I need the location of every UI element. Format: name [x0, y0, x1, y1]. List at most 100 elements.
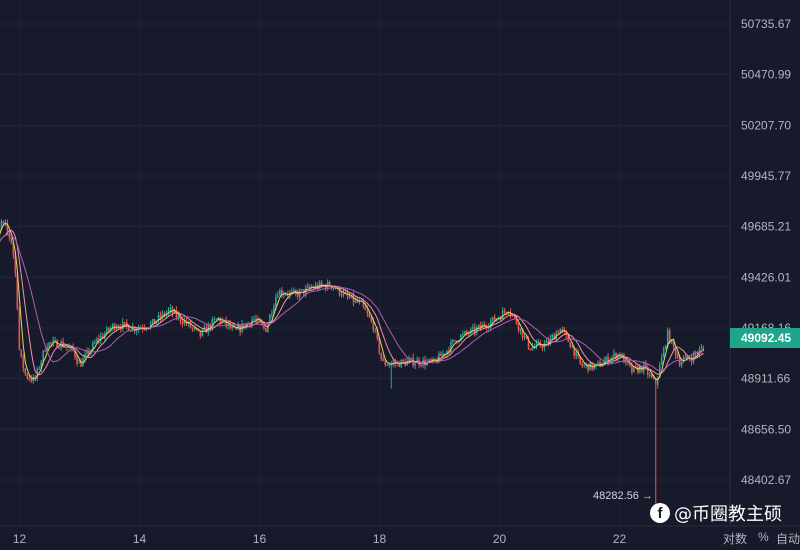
candle-body [121, 322, 124, 330]
candle-body [583, 364, 585, 366]
candle-body [392, 362, 395, 364]
candle-body [438, 353, 440, 363]
candle-body [42, 350, 44, 362]
candle-body [491, 317, 494, 322]
candle-body [664, 345, 667, 348]
price-tick-label: 48656.50 [741, 422, 791, 436]
candle-body [388, 364, 391, 366]
candle-body [149, 323, 152, 328]
time-tick-label: 22 [613, 532, 627, 546]
candle-body [348, 296, 351, 299]
time-axis[interactable]: 12 14 16 18 20 22 [13, 532, 627, 546]
candle-body [243, 323, 245, 329]
candle-body [615, 353, 617, 360]
candle-body [283, 294, 285, 296]
last-price-badge-bg [730, 328, 800, 348]
candle-body [235, 327, 237, 330]
candle-body [645, 363, 647, 367]
candle-body [619, 353, 621, 357]
candle-body [633, 366, 635, 373]
candle-body [135, 329, 138, 332]
candle-body [468, 333, 470, 335]
candle-body [267, 323, 269, 332]
candle-body [302, 289, 305, 294]
candle-body [199, 331, 202, 336]
candle-body [561, 328, 564, 330]
candle-body [292, 290, 295, 292]
candle-body [366, 309, 369, 314]
candle-body [159, 315, 162, 318]
candle-body [639, 366, 641, 373]
candle-body [102, 335, 104, 338]
candle-body [314, 284, 317, 289]
candle-body [104, 333, 106, 338]
price-tick-label: 50735.67 [741, 17, 791, 31]
watermark: f @币圈教主硕 [650, 500, 782, 526]
candle-body [50, 342, 52, 344]
candle-body [201, 329, 204, 336]
moving-average-lines [0, 222, 704, 381]
candle-body [700, 347, 703, 350]
candle-body [694, 353, 697, 355]
candle-body [505, 312, 508, 314]
candle-body [408, 359, 410, 362]
candle-body [14, 255, 17, 274]
candle-body [362, 300, 365, 306]
candle-body [279, 290, 281, 296]
candle-body [672, 339, 675, 347]
candle-body [46, 347, 48, 352]
candle-body [58, 347, 60, 349]
candle-body [635, 366, 637, 368]
candle-body [649, 374, 651, 376]
candle-body [255, 318, 257, 320]
percent-scale-toggle[interactable]: % [758, 530, 769, 544]
candle-body [446, 350, 448, 355]
candle-body [629, 362, 631, 366]
price-tick-label: 50207.70 [741, 118, 791, 132]
candle-body [332, 287, 335, 289]
candle-body [167, 309, 170, 313]
candle-body [621, 354, 623, 357]
candle-body [40, 361, 43, 369]
candle-body [247, 322, 249, 324]
candle-body [221, 320, 223, 323]
candle-body [34, 376, 37, 379]
candle-body [231, 326, 233, 328]
candle-body [511, 314, 514, 316]
candle-body [501, 310, 504, 319]
candle-body [627, 359, 629, 363]
candle-body [115, 327, 118, 329]
candle-body [625, 359, 627, 363]
time-tick-label: 12 [13, 532, 27, 546]
candle-body [617, 353, 619, 360]
candle-body [275, 297, 277, 307]
candle-body [181, 321, 184, 324]
price-tick-label: 48911.66 [741, 372, 790, 386]
candle-body [225, 319, 227, 326]
candle-body [688, 358, 691, 360]
candle-body [523, 336, 526, 338]
candle-body [78, 362, 80, 364]
candle-body [479, 324, 482, 328]
candle-body [402, 359, 404, 362]
candle-body [382, 358, 385, 361]
candle-body [647, 366, 649, 375]
auto-scale-toggle[interactable]: 自动 [776, 532, 800, 546]
candle-body [589, 362, 591, 371]
candle-body [227, 323, 229, 326]
candle-body [52, 340, 54, 343]
candle-body [529, 348, 532, 351]
candle-body [587, 363, 589, 371]
log-scale-toggle[interactable]: 对数 [723, 532, 748, 546]
candle-body [376, 329, 379, 339]
price-axis[interactable]: 50735.67 50470.99 50207.70 49945.77 49685.21… [741, 17, 791, 487]
candle-body [545, 340, 548, 344]
candle-body [169, 307, 172, 310]
candle-body [86, 350, 88, 355]
candle-body [163, 313, 166, 316]
candle-body [26, 374, 29, 379]
price-tick-label: 48402.67 [741, 473, 791, 487]
candle-body [10, 237, 13, 244]
